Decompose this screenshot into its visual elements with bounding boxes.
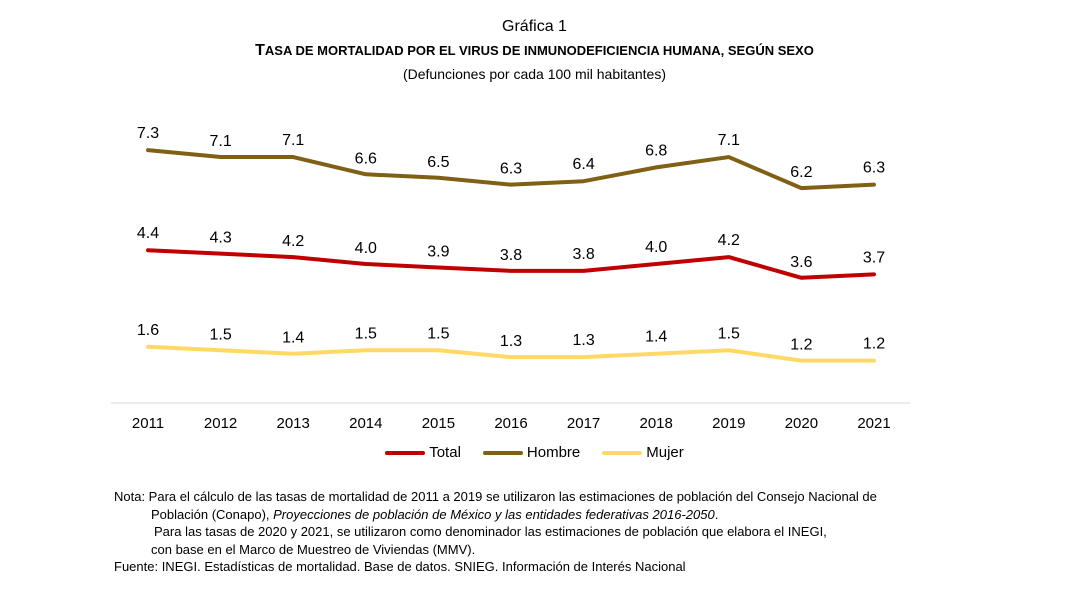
legend-item-hombre: Hombre: [482, 444, 581, 461]
data-label-total-2014: 4.0: [355, 240, 377, 257]
x-tick-label-2018: 2018: [640, 415, 673, 432]
x-tick-label-2011: 2011: [132, 415, 164, 432]
series-line-mujer: [146, 344, 876, 363]
data-label-total-2021: 3.7: [863, 249, 885, 266]
data-label-mujer-2021: 1.2: [863, 336, 885, 353]
data-label-hombre-2016: 6.3: [500, 161, 522, 178]
data-label-hombre-2012: 7.1: [209, 133, 231, 150]
data-label-mujer-2013: 1.4: [282, 330, 304, 347]
legend-label-total: Total: [429, 444, 461, 461]
note-line-2-text: Población (Conapo),: [151, 506, 274, 522]
note-line-2-italic: Proyecciones de población de México y la…: [273, 506, 715, 522]
legend-swatch-total: [385, 450, 426, 455]
chart-title: TASA DE MORTALIDAD POR EL VIRUS DE INMUN…: [0, 42, 1069, 60]
x-tick-label-2015: 2015: [422, 415, 455, 432]
x-tick-label-2019: 2019: [712, 415, 745, 432]
series-mujer: 1.6 1.5 1.4 1.5 1.5 1.3 1.3 1.4 1.5 1.2 1.2: [137, 322, 885, 363]
legend-swatch-mujer: [602, 450, 643, 455]
x-tick-labels: 2011 2012 2013 2014 2015 2016 2017 2018 2019 2020…: [132, 415, 891, 432]
note-line-4: con base en el Marco de Muestreo de Vivi…: [151, 541, 476, 557]
chart-subtitle: (Defunciones por cada 100 mil habitantes…: [402, 66, 667, 82]
x-tick-label-2013: 2013: [277, 415, 310, 432]
data-label-mujer-2012: 1.5: [209, 326, 231, 343]
note-line-1: Nota: Para el cálculo de las tasas de mo…: [114, 489, 877, 504]
data-label-mujer-2020: 1.2: [790, 337, 812, 354]
data-label-mujer-2017: 1.3: [572, 332, 594, 349]
data-label-total-2018: 4.0: [645, 239, 667, 256]
data-label-mujer-2015: 1.5: [427, 325, 449, 342]
data-label-hombre-2020: 6.2: [790, 164, 812, 181]
data-label-total-2011: 4.4: [137, 225, 159, 242]
x-tick-label-2020: 2020: [785, 415, 818, 432]
data-label-hombre-2017: 6.4: [572, 156, 594, 173]
note-line-3: Para las tasas de 2020 y 2021, se utiliz…: [154, 524, 827, 539]
legend-label-mujer: Mujer: [646, 444, 684, 461]
series-line-total: [146, 248, 876, 280]
chart-notes: Nota: Para el cálculo de las tasas de mo…: [114, 488, 877, 576]
data-label-hombre-2015: 6.5: [427, 154, 449, 171]
x-tick-label-2021: 2021: [857, 415, 890, 432]
chart-legend: Total Hombre Mujer: [0, 444, 1069, 461]
chart-title-initial: T: [255, 42, 265, 59]
data-label-total-2020: 3.6: [790, 254, 812, 271]
data-label-total-2012: 4.3: [209, 230, 231, 247]
series-layer: 4.4 4.3 4.2 4.0 3.9 3.8 3.8 4.0 4.23.6 3.77.3 7.1 7…: [137, 125, 885, 363]
data-label-mujer-2016: 1.3: [500, 333, 522, 350]
x-tick-label-2016: 2016: [494, 415, 527, 432]
x-tick-label-2017: 2017: [567, 415, 600, 432]
legend-item-mujer: Mujer: [602, 444, 684, 461]
data-label-hombre-2013: 7.1: [282, 132, 304, 149]
x-tick-label-2012: 2012: [204, 415, 237, 432]
data-label-hombre-2018: 6.8: [645, 142, 667, 159]
data-label-hombre-2011: 7.3: [137, 125, 159, 142]
legend-label-hombre: Hombre: [526, 444, 581, 461]
x-tick-label-2014: 2014: [349, 415, 382, 432]
data-label-hombre-2014: 6.6: [355, 150, 377, 167]
line-chart: 4.4 4.3 4.2 4.0 3.9 3.8 3.8 4.0 4.23.6 3.77.3 7.1 7…: [111, 125, 910, 432]
legend-swatch-hombre: [482, 450, 523, 455]
data-label-total-2017: 3.8: [572, 246, 594, 263]
source-line: Fuente: INEGI. Estadísticas de mortalida…: [114, 559, 686, 574]
data-label-mujer-2011: 1.6: [137, 322, 159, 339]
chart-title-rest: ASA DE MORTALIDAD POR EL VIRUS DE INMUNO…: [264, 43, 814, 58]
series-line-hombre: [146, 148, 876, 191]
data-label-total-2015: 3.9: [427, 243, 449, 260]
note-line-2: Población (Conapo), Proyecciones de pobl…: [114, 506, 877, 524]
data-label-total-2016: 3.8: [500, 247, 522, 264]
data-label-hombre-2019: 7.1: [718, 132, 740, 149]
series-hombre: 7.3 7.1 7.1 6.6 6.5 6.3 6.4 6.8 7.1 6.2 6.3: [137, 125, 885, 191]
data-label-total-2013: 4.2: [282, 233, 304, 250]
note-line-2-end: .: [714, 506, 719, 522]
data-label-mujer-2019: 1.5: [718, 325, 740, 342]
data-label-mujer-2018: 1.4: [645, 329, 667, 346]
data-label-mujer-2014: 1.5: [355, 325, 377, 342]
chart-kicker: Gráfica 1: [502, 18, 567, 35]
data-label-hombre-2021: 6.3: [863, 160, 885, 177]
data-label-total-2019: 4.2: [718, 232, 740, 249]
series-total: 4.4 4.3 4.2 4.0 3.9 3.8 3.8 4.0 4.2 3.6 3.7: [137, 225, 885, 280]
legend-item-total: Total: [385, 444, 461, 461]
